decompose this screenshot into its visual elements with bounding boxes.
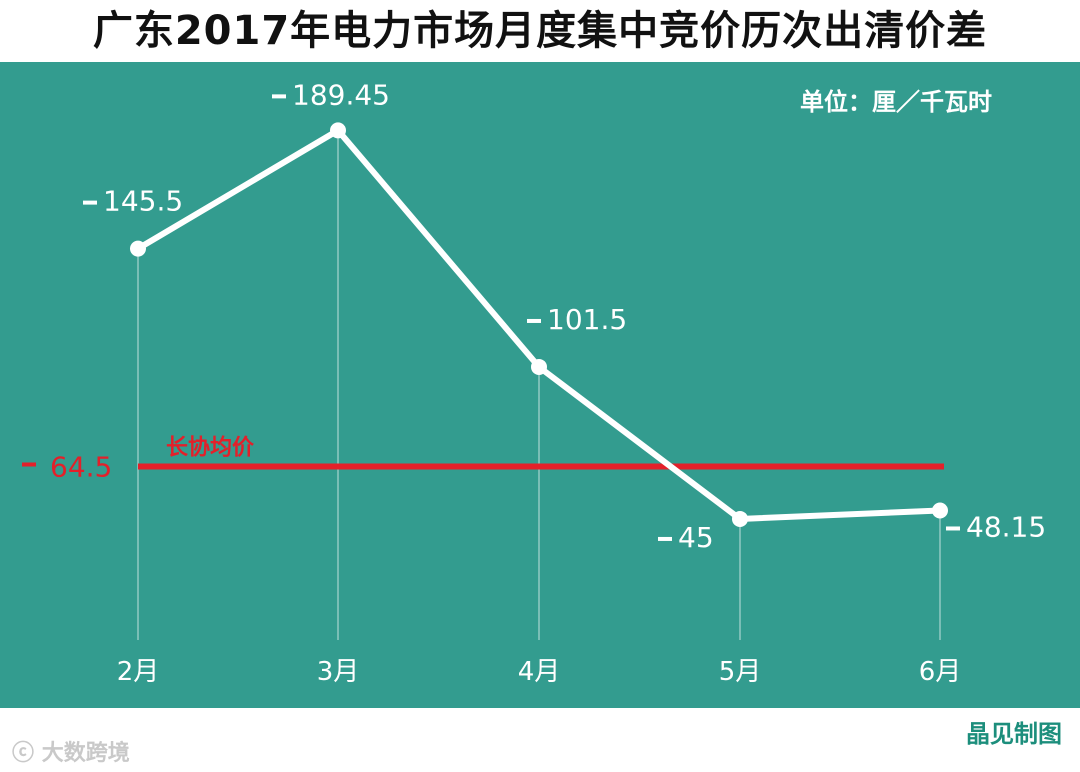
data-label: 101.5 <box>547 303 627 336</box>
watermark-logo-icon: ⓒ <box>12 741 35 766</box>
chart-panel <box>0 62 1080 708</box>
reference-value-label: 64.5 <box>50 450 112 483</box>
minus-sign-icon <box>527 318 541 323</box>
reference-line-label: 长协均价 <box>166 434 255 460</box>
minus-sign-icon <box>83 200 97 205</box>
minus-sign-icon <box>272 94 286 99</box>
data-point <box>531 358 547 375</box>
data-label: 145.5 <box>103 185 183 218</box>
minus-sign-icon <box>22 462 36 467</box>
unit-label: 单位：厘／千瓦时 <box>800 88 992 116</box>
data-point <box>732 510 748 527</box>
data-point <box>130 240 146 257</box>
minus-sign-icon <box>946 526 960 531</box>
data-label: 48.15 <box>966 510 1046 543</box>
data-label: 45 <box>678 521 714 554</box>
watermark: ⓒ 大数跨境 <box>12 735 130 767</box>
x-tick-label: 5月 <box>719 657 762 687</box>
minus-sign-icon <box>658 536 672 541</box>
x-tick-label: 4月 <box>518 657 561 687</box>
chart-title: 广东2017年电力市场月度集中竞价历次出清价差 <box>92 8 988 54</box>
x-tick-label: 6月 <box>919 657 962 687</box>
data-label: 189.45 <box>292 78 390 111</box>
x-tick-label: 3月 <box>317 657 360 687</box>
data-point <box>330 122 346 139</box>
x-tick-label: 2月 <box>117 657 160 687</box>
credit-label: 晶见制图 <box>966 720 1062 748</box>
data-point <box>932 502 948 519</box>
watermark-text: 大数跨境 <box>41 741 130 766</box>
